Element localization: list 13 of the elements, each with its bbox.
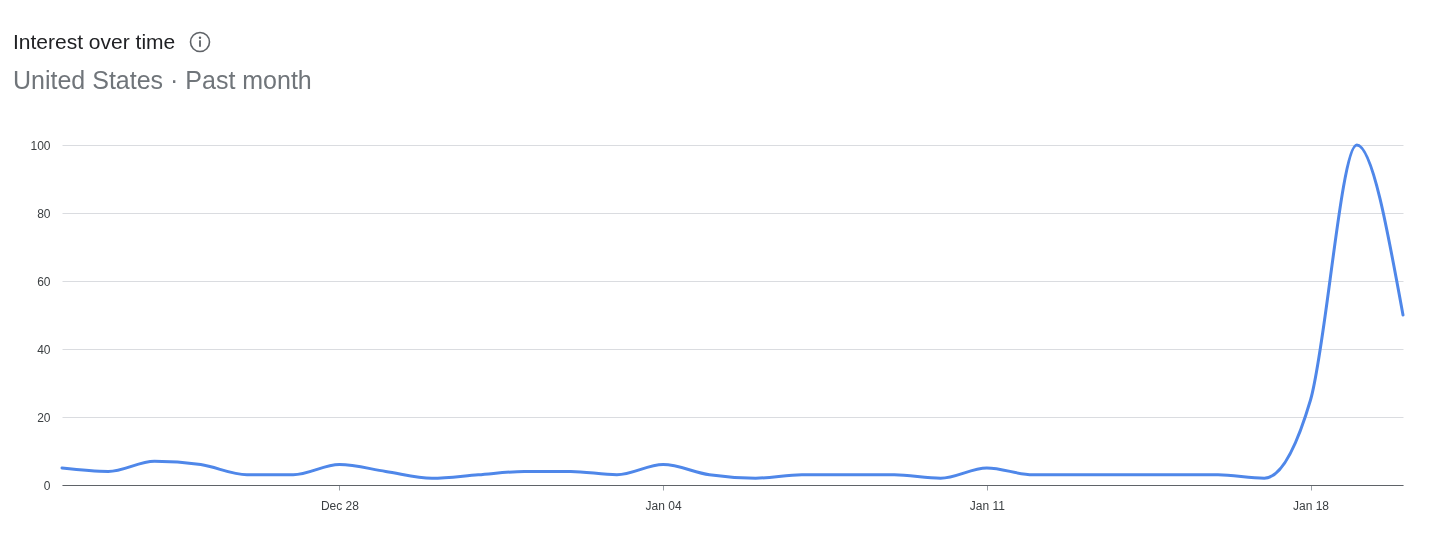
y-tick-label: 100 (30, 138, 51, 153)
chart-title: Interest over time (13, 30, 176, 54)
x-tick-label: Jan 11 (969, 498, 1006, 513)
y-tick-label: 40 (37, 342, 51, 357)
y-tick-label: 0 (43, 478, 51, 493)
y-tick-label: 60 (37, 274, 51, 289)
chart-subtitle: United States · Past month (13, 66, 312, 95)
y-tick-label: 20 (37, 410, 51, 425)
x-tick-label: Dec 28 (320, 498, 360, 513)
x-tick-label: Jan 18 (1293, 498, 1330, 513)
line-series (60, 143, 1405, 480)
x-tick-label: Jan 04 (645, 498, 682, 513)
y-tick-label: 80 (37, 206, 51, 221)
